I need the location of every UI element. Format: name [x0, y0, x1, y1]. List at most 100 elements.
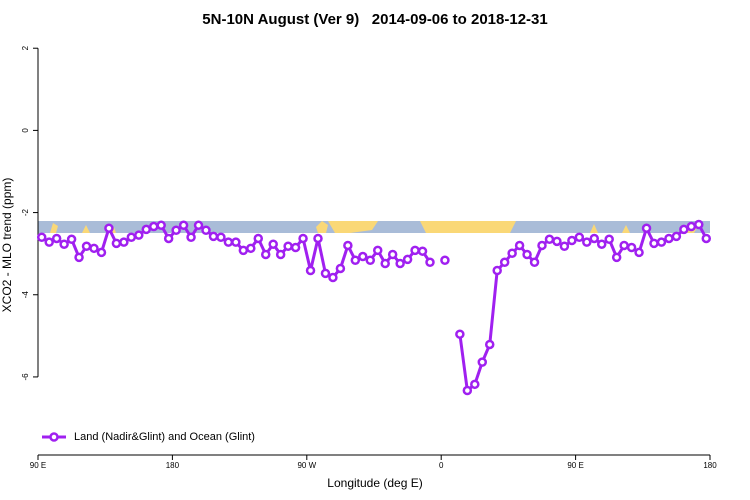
x-tick-label: 0 [439, 461, 444, 470]
data-point [470, 379, 480, 390]
data-point [425, 257, 435, 268]
y-tick-label: 2 [21, 45, 30, 50]
data-point [514, 240, 525, 251]
y-tick-label: -4 [21, 291, 30, 299]
data-point [701, 233, 712, 244]
data-point [634, 247, 644, 258]
data-point [350, 255, 361, 265]
data-point [582, 237, 592, 247]
data-point [66, 234, 77, 245]
x-tick-label: 180 [166, 461, 180, 470]
data-point [686, 221, 697, 232]
y-axis-label: XCO2 - MLO trend (ppm) [0, 178, 14, 313]
data-point [522, 249, 532, 260]
data-point [298, 233, 308, 244]
data-point [208, 231, 219, 242]
data-point [604, 234, 614, 245]
data-point [611, 252, 622, 263]
data-point [567, 235, 577, 246]
data-point [171, 225, 181, 235]
data-point [268, 239, 278, 249]
x-tick-label: 90 W [297, 461, 316, 470]
data-point [141, 224, 152, 235]
data-point [178, 220, 189, 231]
data-point [328, 272, 338, 283]
data-point [365, 255, 376, 265]
data-point [119, 237, 129, 247]
data-point [552, 236, 562, 247]
data-point [410, 245, 420, 256]
data-point [186, 232, 196, 242]
x-tick-label: 90 E [30, 461, 46, 470]
data-point [544, 234, 555, 245]
x-tick-label: 90 E [567, 461, 583, 470]
data-point [395, 258, 405, 269]
data-point [148, 221, 159, 232]
data-point [51, 233, 62, 244]
data-point [231, 237, 241, 247]
data-point [387, 249, 398, 260]
data-point [283, 241, 293, 252]
data-point [694, 219, 704, 230]
legend-label: Land (Nadir&Glint) and Ocean (Glint) [74, 431, 255, 443]
data-point [36, 232, 47, 242]
data-point [275, 249, 286, 260]
data-point [246, 243, 256, 254]
data-point [380, 258, 390, 269]
x-tick-label: 180 [703, 461, 717, 470]
data-point [417, 246, 428, 256]
data-point [313, 233, 323, 244]
data-point [290, 242, 301, 253]
data-point [574, 232, 585, 242]
data-point [455, 329, 465, 339]
data-point [492, 265, 502, 276]
data-point [134, 230, 144, 240]
data-point [216, 232, 226, 242]
data-point [111, 238, 122, 249]
data-point [163, 233, 174, 244]
y-tick-label: -6 [21, 373, 30, 381]
data-point [671, 231, 682, 242]
data-point [641, 223, 652, 233]
data-point [656, 237, 667, 247]
data-point [402, 254, 413, 265]
data-point [335, 263, 346, 274]
data-point [529, 257, 540, 268]
data-point [201, 225, 211, 235]
data-point [96, 247, 107, 258]
data-point [626, 242, 637, 253]
data-point [343, 240, 353, 251]
data-point [477, 357, 488, 367]
data-point [679, 224, 689, 235]
data-point [537, 240, 547, 251]
data-point [59, 239, 69, 249]
data-point [305, 265, 316, 276]
data-point [320, 268, 331, 279]
data-point [589, 233, 600, 244]
data-point [484, 339, 495, 350]
data-point [440, 255, 450, 265]
data-point [372, 245, 383, 256]
data-point [253, 233, 264, 244]
data-point [238, 245, 249, 256]
data-point [358, 251, 368, 262]
data-point [156, 220, 166, 231]
y-tick-label: -2 [21, 208, 30, 216]
data-point [193, 220, 204, 231]
data-point [81, 241, 92, 252]
data-point [223, 237, 234, 247]
y-tick-label: 0 [21, 128, 30, 133]
data-point [89, 243, 99, 254]
data-point [44, 237, 54, 247]
data-point [649, 238, 659, 249]
chart-title: 5N-10N August (Ver 9) 2014-09-06 to 2018… [202, 11, 547, 28]
legend-marker [49, 432, 59, 442]
data-point [260, 249, 271, 260]
data-point [462, 385, 473, 396]
data-point [499, 257, 510, 268]
data-point [559, 241, 570, 252]
data-point [664, 233, 674, 244]
data-point [507, 248, 517, 259]
data-point [126, 232, 137, 242]
x-axis-label: Longitude (deg E) [327, 476, 422, 490]
